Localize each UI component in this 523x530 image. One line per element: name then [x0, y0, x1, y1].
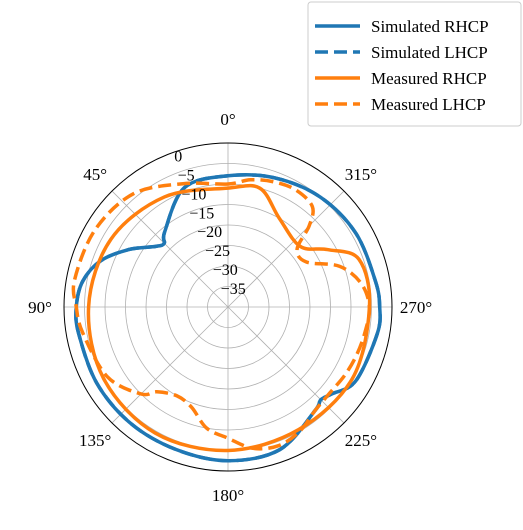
series-line-measured-rhcp — [86, 183, 372, 453]
legend-label-measured-lhcp: Measured LHCP — [371, 95, 486, 114]
angular-tick-label: 225° — [345, 431, 377, 450]
angular-tick-label: 0° — [220, 110, 235, 129]
radial-tick-label: −30 — [213, 262, 238, 279]
radial-tick-label: −25 — [205, 243, 230, 260]
angular-tick-label: 270° — [400, 298, 432, 317]
polar-frame — [63, 142, 393, 472]
legend-box — [307, 1, 522, 127]
angular-gridline — [111, 306, 229, 424]
polar-grid — [64, 143, 392, 471]
angular-tick-label: 90° — [28, 298, 52, 317]
legend-label-simulated-lhcp: Simulated LHCP — [371, 43, 488, 62]
series-line-simulated-lhcp — [74, 173, 382, 463]
angular-tick-label: 135° — [79, 431, 111, 450]
plot-area — [71, 173, 382, 463]
angular-gridline — [227, 190, 345, 308]
legend-label-measured-rhcp: Measured RHCP — [371, 69, 487, 88]
radial-tick-label: −20 — [197, 224, 222, 241]
series-line-measured-lhcp — [71, 177, 372, 451]
angular-tick-label: 45° — [83, 165, 107, 184]
radial-tick-label: −15 — [189, 205, 214, 222]
angular-tick-label: 315° — [345, 165, 377, 184]
legend: Simulated RHCP Simulated LHCP Measured RHC… — [307, 1, 522, 127]
radial-tick-label: 0 — [174, 149, 182, 166]
angular-tick-label: 180° — [212, 486, 244, 505]
radial-tick-label: −10 — [181, 186, 206, 203]
legend-label-simulated-rhcp: Simulated RHCP — [371, 17, 489, 36]
radial-tick-label: −5 — [178, 167, 195, 184]
polar-outer-frame — [63, 142, 393, 472]
angular-gridline — [227, 306, 345, 424]
angular-gridline — [111, 190, 229, 308]
radial-tick-label: −35 — [221, 281, 246, 298]
axis-labels: 0° 45° 90° 135° 180° 225° 270° 315° 0−5 −10 −15 −20… — [28, 110, 432, 505]
